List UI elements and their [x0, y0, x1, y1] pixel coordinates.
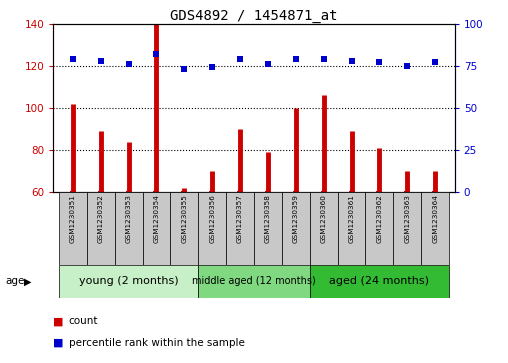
Polygon shape — [421, 192, 449, 265]
Text: GSM1230352: GSM1230352 — [98, 195, 104, 244]
Point — [236, 56, 244, 62]
Text: GSM1230359: GSM1230359 — [293, 195, 299, 244]
Point — [97, 58, 105, 64]
Polygon shape — [143, 192, 170, 265]
Text: GSM1230358: GSM1230358 — [265, 195, 271, 244]
Text: GSM1230361: GSM1230361 — [348, 195, 355, 244]
Polygon shape — [198, 265, 310, 298]
Polygon shape — [59, 265, 198, 298]
Polygon shape — [393, 192, 421, 265]
Polygon shape — [170, 192, 198, 265]
Polygon shape — [365, 192, 393, 265]
Text: count: count — [69, 316, 98, 326]
Point — [431, 60, 439, 65]
Polygon shape — [254, 192, 282, 265]
Text: GSM1230353: GSM1230353 — [125, 195, 132, 244]
Text: middle aged (12 months): middle aged (12 months) — [192, 276, 316, 286]
Text: ■: ■ — [53, 338, 64, 348]
Text: GSM1230364: GSM1230364 — [432, 195, 438, 244]
Point — [180, 66, 188, 72]
Point — [152, 51, 161, 57]
Point — [124, 61, 133, 67]
Text: ▶: ▶ — [24, 276, 32, 286]
Text: GSM1230351: GSM1230351 — [70, 195, 76, 244]
Text: age: age — [5, 276, 24, 286]
Point — [264, 61, 272, 67]
Point — [208, 65, 216, 70]
Point — [347, 58, 356, 64]
Text: GSM1230360: GSM1230360 — [321, 195, 327, 244]
Text: GSM1230363: GSM1230363 — [404, 195, 410, 244]
Polygon shape — [282, 192, 310, 265]
Text: young (2 months): young (2 months) — [79, 276, 178, 286]
Polygon shape — [59, 192, 87, 265]
Polygon shape — [226, 192, 254, 265]
Polygon shape — [87, 192, 115, 265]
Text: ■: ■ — [53, 316, 64, 326]
Polygon shape — [338, 192, 365, 265]
Polygon shape — [115, 192, 143, 265]
Point — [320, 56, 328, 62]
Point — [403, 63, 411, 69]
Text: aged (24 months): aged (24 months) — [329, 276, 429, 286]
Point — [69, 56, 77, 62]
Point — [375, 60, 384, 65]
Text: GSM1230355: GSM1230355 — [181, 195, 187, 244]
Polygon shape — [310, 192, 338, 265]
Text: GSM1230354: GSM1230354 — [153, 195, 160, 244]
Text: GSM1230362: GSM1230362 — [376, 195, 383, 244]
Point — [292, 56, 300, 62]
Polygon shape — [198, 192, 226, 265]
Text: GSM1230357: GSM1230357 — [237, 195, 243, 244]
Text: GSM1230356: GSM1230356 — [209, 195, 215, 244]
Text: GDS4892 / 1454871_at: GDS4892 / 1454871_at — [170, 9, 338, 23]
Text: percentile rank within the sample: percentile rank within the sample — [69, 338, 244, 348]
Polygon shape — [310, 265, 449, 298]
